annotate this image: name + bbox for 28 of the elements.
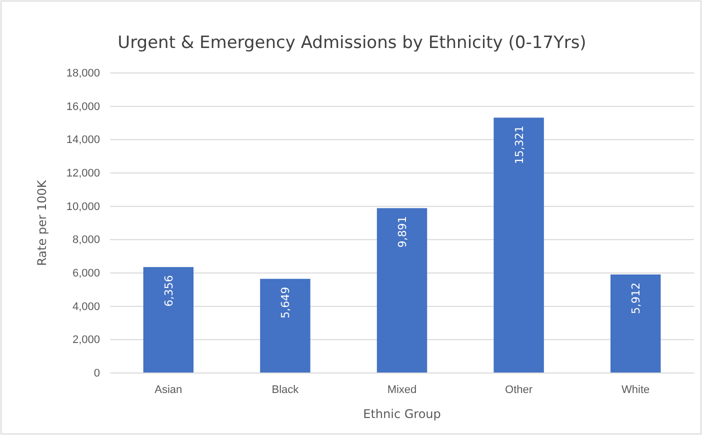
- bar: [494, 118, 544, 373]
- bar: [260, 278, 310, 373]
- data-label: 9,891: [396, 216, 409, 248]
- y-tick-label: 12,000: [66, 168, 100, 180]
- data-label: 5,912: [630, 282, 643, 314]
- x-tick-label: Asian: [154, 384, 182, 396]
- y-tick-label: 10,000: [66, 200, 100, 213]
- y-tick-label: 4,000: [72, 300, 100, 313]
- x-tick-label: White: [622, 384, 650, 396]
- bar: [376, 208, 428, 373]
- data-label: 5,649: [279, 286, 292, 318]
- x-tick-label: Black: [272, 384, 300, 396]
- y-tick-label: 14,000: [66, 134, 100, 146]
- x-tick-label: Other: [505, 384, 533, 396]
- y-tick-label: 6,000: [72, 268, 100, 280]
- y-tick-label: 2,000: [72, 334, 100, 346]
- y-tick-label: 8,000: [72, 234, 100, 246]
- y-tick-label: 16,000: [66, 100, 100, 113]
- x-axis-title: Ethnic Group: [363, 407, 441, 421]
- y-tick-label: 0: [94, 368, 100, 380]
- bar: [610, 274, 661, 373]
- y-axis-title: Rate per 100K: [35, 178, 49, 266]
- bar: [143, 267, 194, 373]
- data-label: 6,356: [162, 275, 176, 307]
- y-tick-label: 18,000: [66, 68, 100, 80]
- data-label: 15,321: [512, 126, 526, 164]
- chart-title: Urgent & Emergency Admissions by Ethnicity (0-17Yrs): [118, 33, 586, 53]
- x-tick-label: Mixed: [387, 384, 417, 396]
